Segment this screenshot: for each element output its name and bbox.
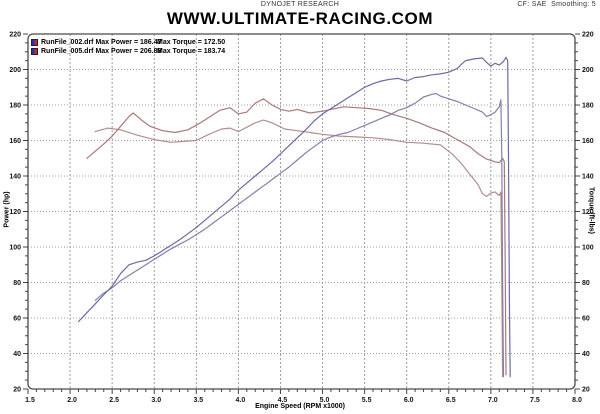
series-runfile-002-power xyxy=(94,92,505,378)
svg-text:3.0: 3.0 xyxy=(151,397,161,404)
app-title: DYNOJET RESEARCH xyxy=(260,1,340,8)
svg-text:4.5: 4.5 xyxy=(278,397,288,404)
chart-title: WWW.ULTIMATE-RACING.COM xyxy=(166,9,434,28)
legend-run-002-power: RunFile_002.drf Max Power = 186.47 xyxy=(41,38,162,46)
svg-text:40: 40 xyxy=(582,351,590,358)
legend-row-runfile-002: RunFile_002.drf Max Power = 186.47 Max T… xyxy=(31,38,225,46)
run-005-color-swatch-icon xyxy=(31,47,38,55)
svg-text:7.5: 7.5 xyxy=(530,397,540,404)
series-runfile-002-torque xyxy=(94,119,504,378)
legend-run-005-torque: Max Torque = 183.74 xyxy=(157,47,226,55)
svg-text:40: 40 xyxy=(13,351,21,358)
legend-run-005-power: RunFile_005.drf Max Power = 206.88 xyxy=(41,47,162,55)
svg-text:140: 140 xyxy=(582,174,594,181)
right-axis-title: Torque (ft-lbs) xyxy=(587,187,595,234)
svg-text:8.0: 8.0 xyxy=(572,397,582,404)
svg-text:1.5: 1.5 xyxy=(25,397,35,404)
svg-text:2.0: 2.0 xyxy=(67,397,77,404)
x-axis-title: Engine Speed (RPM x1000) xyxy=(255,403,345,410)
svg-text:20: 20 xyxy=(13,387,21,394)
svg-text:120: 120 xyxy=(582,209,594,216)
left-axis-title: Power (hp) xyxy=(3,191,11,228)
svg-text:6.5: 6.5 xyxy=(446,397,456,404)
svg-text:160: 160 xyxy=(9,138,21,145)
svg-text:180: 180 xyxy=(582,103,594,110)
svg-text:100: 100 xyxy=(9,245,21,252)
svg-text:200: 200 xyxy=(582,67,594,74)
svg-text:200: 200 xyxy=(9,67,21,74)
svg-text:80: 80 xyxy=(582,280,590,287)
run-002-color-swatch-icon xyxy=(31,38,38,46)
svg-text:160: 160 xyxy=(582,138,594,145)
svg-text:100: 100 xyxy=(582,245,594,252)
svg-text:80: 80 xyxy=(13,280,21,287)
legend-run-002-torque: Max Torque = 172.50 xyxy=(157,38,226,46)
correction-smoothing-settings: CF: SAE Smoothing: 5 xyxy=(517,1,596,8)
svg-text:60: 60 xyxy=(13,316,21,323)
svg-text:5.5: 5.5 xyxy=(362,397,372,404)
chart-legend: RunFile_002.drf Max Power = 186.47 Max T… xyxy=(31,38,225,55)
svg-text:140: 140 xyxy=(9,174,21,181)
svg-text:180: 180 xyxy=(9,103,21,110)
series-runfile-005-power xyxy=(77,56,511,378)
legend-row-runfile-005: RunFile_005.drf Max Power = 206.88 Max T… xyxy=(31,47,225,55)
svg-text:120: 120 xyxy=(9,209,21,216)
svg-text:2.5: 2.5 xyxy=(109,397,119,404)
svg-text:60: 60 xyxy=(582,316,590,323)
svg-text:220: 220 xyxy=(582,32,594,39)
svg-text:4.0: 4.0 xyxy=(236,397,246,404)
series-runfile-005-torque xyxy=(86,98,507,376)
svg-text:3.5: 3.5 xyxy=(193,397,203,404)
svg-text:20: 20 xyxy=(582,387,590,394)
svg-text:5.0: 5.0 xyxy=(320,397,330,404)
svg-text:6.0: 6.0 xyxy=(404,397,414,404)
svg-text:7.0: 7.0 xyxy=(488,397,498,404)
svg-text:220: 220 xyxy=(9,32,21,39)
